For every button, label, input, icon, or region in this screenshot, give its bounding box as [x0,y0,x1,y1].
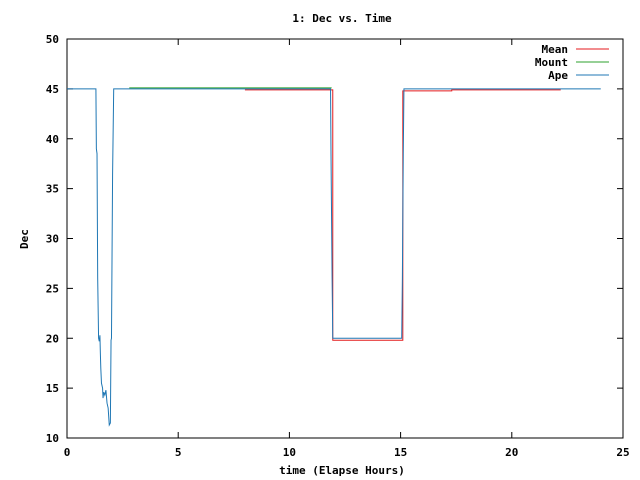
axes: 0 5 10 15 20 25 10 15 20 25 30 35 40 45 50 [46,33,630,459]
x-axis-label: time (Elapse Hours) [279,464,405,477]
series-group [67,87,601,427]
y-tick-label: 30 [46,233,59,246]
y-tick-label: 15 [46,382,59,395]
x-tick-label: 10 [283,446,296,459]
legend-label-mount: Mount [535,56,568,69]
x-tick-label: 0 [64,446,71,459]
x-tick-label: 20 [505,446,518,459]
y-tick-label: 50 [46,33,59,46]
chart-title: 1: Dec vs. Time [292,12,392,25]
y-tick-label: 10 [46,432,59,445]
y-tick-label: 40 [46,133,59,146]
legend-label-ape: Ape [548,69,568,82]
y-tick-label: 20 [46,332,59,345]
y-tick-label: 35 [46,183,59,196]
legend-label-mean: Mean [542,43,569,56]
x-tick-label: 25 [616,446,629,459]
y-axis-label: Dec [18,229,31,249]
x-tick-label: 15 [394,446,407,459]
plot-area-frame [66,38,624,439]
y-tick-label: 25 [46,282,59,295]
series-line-ape [67,88,601,427]
y-tick-label: 45 [46,83,59,96]
x-tick-label: 5 [175,446,182,459]
